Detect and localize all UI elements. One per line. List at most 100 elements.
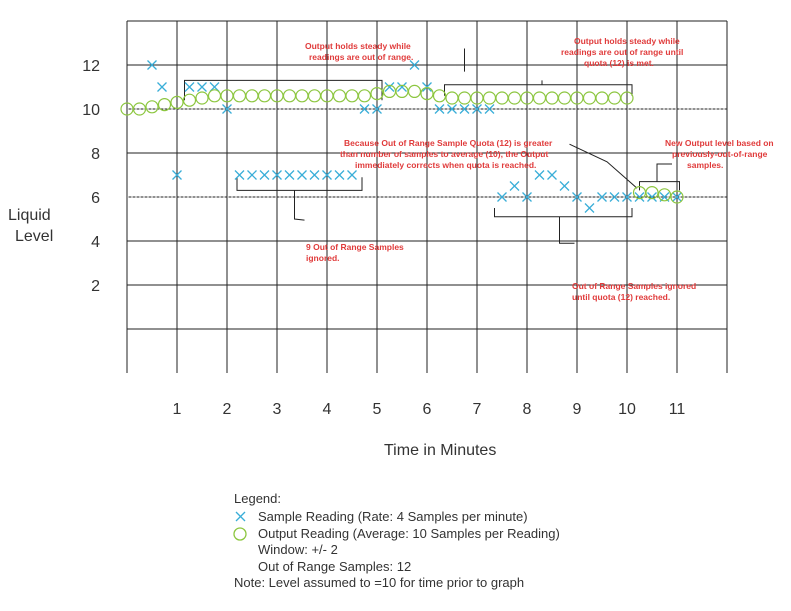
- x-tick-label: 8: [523, 401, 532, 418]
- y-axis-label-line-2: Level: [15, 228, 53, 245]
- sample-point: [222, 104, 232, 114]
- sample-point: [672, 192, 682, 202]
- svg-text:Output holds steady while: Output holds steady while: [574, 36, 680, 46]
- annotation-quota-explanation: Because Out of Range Sample Quota (12) i…: [340, 138, 553, 170]
- output-point: [645, 186, 659, 200]
- svg-text:Out of Range Samples ignored: Out of Range Samples ignored: [572, 281, 696, 291]
- sample-point: [359, 104, 370, 114]
- annotation-brackets: [184, 48, 680, 244]
- sample-point: [472, 104, 482, 114]
- x-tick-label: 3: [273, 401, 282, 418]
- output-point: [132, 102, 147, 116]
- annotation-new-output-level: New Output level based on previously-out…: [665, 138, 774, 170]
- output-point: [445, 91, 459, 105]
- svg-text:samples.: samples.: [687, 160, 723, 170]
- annotation-ignored-until-quota: Out of Range Samples ignored until quota…: [572, 281, 696, 302]
- sample-point: [247, 170, 257, 180]
- legend-window: Window: +/- 2: [258, 542, 338, 557]
- bracket-holds-steady-2: [444, 84, 633, 96]
- legend-output-marker: [233, 527, 247, 541]
- sample-point: [347, 170, 357, 180]
- sample-point: [547, 170, 557, 180]
- output-point: [482, 91, 497, 105]
- output-point: [195, 91, 209, 105]
- x-tick-label: 1: [173, 401, 182, 418]
- bracket-new-output: [639, 181, 680, 191]
- sample-point: [297, 170, 307, 180]
- sample-point: [584, 203, 595, 213]
- sample-point: [572, 192, 582, 202]
- x-tick-label: 6: [423, 401, 432, 418]
- y-tick-label: 6: [91, 190, 100, 207]
- sample-point: [434, 104, 445, 114]
- svg-text:Output holds steady while: Output holds steady while: [305, 41, 411, 51]
- output-point: [170, 95, 184, 110]
- legend: Legend: Sample Reading (Rate: 4 Samples …: [233, 491, 560, 590]
- svg-text:until quota (12) reached.: until quota (12) reached.: [572, 292, 670, 302]
- output-point: [307, 89, 322, 103]
- x-tick-label: 2: [223, 401, 232, 418]
- output-point: [457, 91, 472, 105]
- grid: [126, 20, 728, 373]
- annotation-nine-ignored: 9 Out of Range Samples ignored.: [306, 242, 404, 263]
- sample-point: [197, 82, 207, 92]
- sample-point: [534, 170, 545, 180]
- leader-new-output: [656, 163, 672, 182]
- output-point: [532, 91, 547, 105]
- annotation-holds-steady-1: Output holds steady while readings are o…: [305, 41, 413, 62]
- svg-text:previously-out-of-range: previously-out-of-range: [672, 149, 768, 159]
- sample-point: [459, 104, 470, 114]
- leader-nine-ignored: [294, 190, 305, 221]
- sample-point: [397, 82, 407, 92]
- sample-point: [497, 192, 507, 202]
- output-point: [432, 89, 447, 103]
- sample-point: [484, 104, 495, 114]
- sample-point: [184, 82, 195, 92]
- output-point: [607, 91, 622, 105]
- sample-point: [647, 192, 657, 202]
- output-point: [257, 89, 272, 103]
- sample-point: [322, 170, 332, 180]
- sample-point: [272, 170, 282, 180]
- legend-output-label: Output Reading (Average: 10 Samples per …: [258, 526, 560, 541]
- bracket-nine-ignored: [236, 177, 363, 191]
- svg-text:9 Out of Range Samples: 9 Out of Range Samples: [306, 242, 404, 252]
- sample-point: [157, 82, 167, 92]
- output-point: [357, 89, 372, 103]
- x-tick-label: 7: [473, 401, 482, 418]
- legend-sample-marker: [235, 511, 246, 522]
- sample-point: [234, 170, 245, 180]
- output-point: [495, 91, 509, 105]
- sample-point: [597, 192, 607, 202]
- sample-point: [409, 60, 420, 70]
- y-tick-label: 12: [82, 58, 100, 75]
- legend-title: Legend:: [234, 491, 281, 506]
- output-point: [670, 190, 684, 204]
- sample-readings: [147, 60, 682, 213]
- svg-text:ignored.: ignored.: [306, 253, 340, 263]
- sample-point: [522, 192, 532, 202]
- output-point: [245, 89, 259, 103]
- svg-text:immediately corrects when quot: immediately corrects when quota is reach…: [355, 160, 536, 170]
- output-point: [507, 91, 522, 105]
- output-point: [595, 91, 609, 105]
- output-point: [332, 89, 347, 103]
- sample-point: [634, 192, 645, 202]
- sample-point: [609, 192, 620, 202]
- sample-point: [622, 192, 632, 202]
- x-tick-labels: 1 2 3 4 5 6 7 8 9 10 11: [173, 401, 686, 418]
- sample-point: [259, 170, 270, 180]
- output-point: [345, 89, 359, 103]
- output-point: [295, 89, 309, 103]
- sample-point: [509, 181, 520, 191]
- svg-text:New Output level based on: New Output level based on: [665, 138, 774, 148]
- x-tick-label: 11: [669, 401, 686, 418]
- x-tick-label: 10: [618, 401, 636, 418]
- legend-quota: Out of Range Samples: 12: [258, 559, 411, 574]
- output-point: [657, 188, 672, 202]
- output-point: [407, 84, 422, 99]
- svg-text:than number of samples to aver: than number of samples to average (10), …: [340, 149, 548, 159]
- svg-text:readings are out of range.: readings are out of range.: [309, 52, 413, 62]
- svg-text:readings are out of range unti: readings are out of range until: [561, 47, 683, 57]
